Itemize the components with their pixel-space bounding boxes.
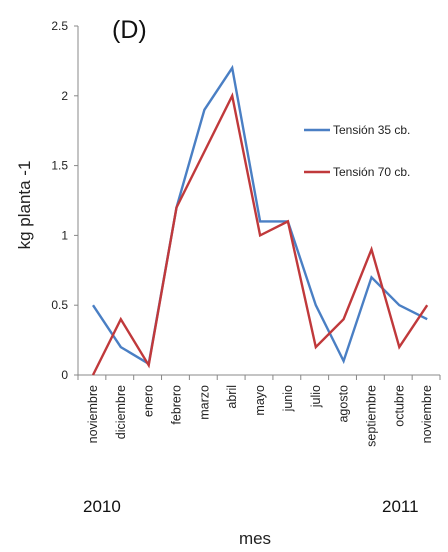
x-tick-label: enero bbox=[142, 385, 156, 417]
y-tick-label: 1 bbox=[61, 228, 68, 242]
y-tick-label: 0 bbox=[61, 368, 68, 382]
series-line-2 bbox=[91, 92, 429, 376]
year-label-end: 2011 bbox=[382, 497, 419, 516]
y-tick-label: 0.5 bbox=[51, 298, 68, 312]
panel-label: (D) bbox=[112, 16, 147, 44]
x-tick-label: junio bbox=[281, 385, 295, 412]
x-tick-label: septiembre bbox=[364, 385, 378, 447]
x-tick-label: agosto bbox=[337, 385, 351, 423]
x-tick-label: febrero bbox=[170, 385, 184, 425]
x-tick-label: octubre bbox=[392, 385, 406, 427]
axes bbox=[74, 25, 441, 380]
x-tick-label: julio bbox=[309, 385, 323, 408]
series-line-1 bbox=[92, 64, 428, 366]
x-tick-label: abril bbox=[225, 385, 239, 409]
x-tick-label: mayo bbox=[253, 385, 267, 416]
series-lines bbox=[91, 64, 429, 376]
y-tick-label: 2.5 bbox=[51, 19, 68, 33]
x-tick-label: marzo bbox=[197, 385, 211, 420]
legend-label-2: Tensión 70 cb. bbox=[333, 165, 410, 179]
legend-label-1: Tensión 35 cb. bbox=[333, 123, 410, 137]
x-tick-label: diciembre bbox=[114, 385, 128, 439]
legend: Tensión 35 cb. Tensión 70 cb. bbox=[304, 123, 410, 179]
year-label-start: 2010 bbox=[83, 497, 121, 516]
y-tick-labels: 0 0.5 1 1.5 2 2.5 bbox=[51, 19, 68, 382]
x-tick-label: noviembre bbox=[420, 385, 434, 443]
x-tick-label: noviembre bbox=[86, 385, 100, 443]
y-axis-title: kg planta -1 bbox=[15, 161, 34, 250]
x-axis-title: mes bbox=[239, 529, 271, 548]
y-tick-label: 2 bbox=[61, 89, 68, 103]
y-tick-label: 1.5 bbox=[51, 159, 68, 173]
x-tick-labels: noviembre diciembre enero febrero marzo abril… bbox=[86, 385, 434, 447]
